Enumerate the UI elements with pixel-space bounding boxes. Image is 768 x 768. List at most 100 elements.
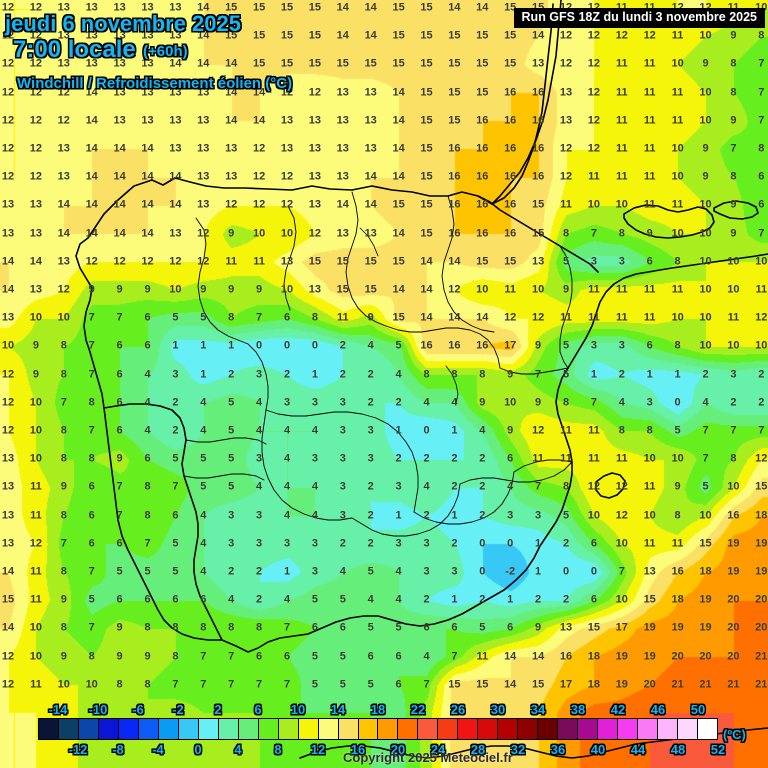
legend-swatch[interactable] [39, 719, 59, 739]
legend-swatch[interactable] [618, 719, 639, 739]
grid-value: 7 [256, 678, 263, 691]
legend-swatch[interactable] [578, 719, 599, 739]
grid-value: 16 [476, 339, 489, 352]
grid-value: 10 [1, 339, 15, 352]
legend-swatch[interactable] [318, 719, 339, 739]
color-scale-legend[interactable] [38, 718, 718, 740]
legend-swatch[interactable] [78, 719, 99, 739]
legend-swatch[interactable] [538, 719, 559, 739]
legend-swatch[interactable] [98, 719, 119, 739]
grid-value: 9 [674, 480, 681, 493]
grid-value: 12 [615, 29, 628, 42]
legend-swatch[interactable] [238, 719, 259, 739]
grid-value: 9 [60, 593, 67, 606]
grid-value: 3 [256, 537, 263, 550]
grid-value: 12 [225, 198, 238, 211]
grid-value: 9 [507, 368, 514, 381]
legend-swatch[interactable] [178, 719, 199, 739]
grid-value: 3 [228, 537, 235, 550]
legend-swatch[interactable] [398, 719, 419, 739]
grid-value: 13 [643, 565, 656, 578]
legend-swatch[interactable] [458, 719, 479, 739]
legend-swatch[interactable] [638, 719, 659, 739]
grid-value: 0 [479, 537, 486, 550]
grid-value: 13 [85, 1, 98, 14]
grid-value: 0 [479, 565, 486, 578]
legend-swatch[interactable] [498, 719, 519, 739]
grid-value: 2 [395, 396, 402, 409]
legend-swatch[interactable] [678, 719, 698, 739]
legend-swatch[interactable] [258, 719, 279, 739]
grid-value: 7 [758, 86, 765, 99]
legend-swatch[interactable] [658, 719, 678, 739]
grid-value: 12 [197, 255, 210, 268]
grid-value: 13 [1, 509, 15, 522]
grid-value: 15 [532, 2, 544, 14]
grid-value: 18 [699, 565, 712, 578]
grid-value: 15 [504, 255, 517, 268]
legend-swatch[interactable] [358, 719, 379, 739]
grid-value: 9 [535, 396, 542, 409]
legend-swatch[interactable] [278, 719, 299, 739]
grid-value: 14 [448, 255, 461, 268]
legend-swatch[interactable] [138, 719, 159, 739]
grid-value: 7 [758, 57, 765, 70]
legend-swatch[interactable] [298, 719, 319, 739]
grid-value: 5 [172, 311, 179, 324]
legend-swatch[interactable] [478, 719, 499, 739]
grid-value: 14 [169, 170, 182, 183]
legend-swatch[interactable] [378, 719, 399, 739]
grid-value: 15 [252, 57, 266, 70]
legend-swatch[interactable] [198, 719, 219, 739]
grid-value: 12 [252, 198, 266, 211]
legend-swatch[interactable] [118, 719, 139, 739]
legend-swatch[interactable] [518, 719, 539, 739]
grid-value: 14 [364, 29, 377, 42]
grid-value: 12 [448, 283, 461, 296]
grid-value: 21 [755, 650, 768, 663]
grid-value: 15 [531, 678, 545, 691]
grid-value: 7 [144, 537, 151, 550]
grid-value: 14 [169, 198, 182, 211]
grid-value: 10 [699, 198, 712, 211]
legend-tick-top: -10 [88, 702, 108, 717]
grid-value: 11 [643, 198, 656, 211]
legend-swatch[interactable] [58, 719, 79, 739]
grid-value: 4 [423, 480, 430, 493]
grid-value: 15 [252, 29, 266, 42]
grid-value: 15 [504, 29, 517, 42]
legend-swatch[interactable] [158, 719, 179, 739]
grid-value: 12 [252, 142, 266, 155]
grid-value: 15 [643, 593, 656, 606]
grid-value: 13 [308, 283, 322, 296]
grid-value: 9 [60, 480, 67, 493]
grid-value: 5 [562, 339, 570, 352]
grid-value: 2 [367, 396, 374, 409]
grid-value: 10 [504, 396, 517, 409]
legend-swatch[interactable] [338, 719, 359, 739]
legend-swatch[interactable] [697, 719, 717, 739]
grid-value: 11 [615, 114, 628, 127]
legend-swatch[interactable] [438, 719, 459, 739]
grid-value: 12 [559, 142, 573, 155]
legend-swatch[interactable] [558, 719, 579, 739]
grid-value: 11 [30, 480, 42, 493]
grid-value: 6 [144, 452, 151, 465]
grid-value: 5 [562, 255, 570, 268]
legend-swatch[interactable] [218, 719, 239, 739]
grid-value: 19 [727, 565, 740, 578]
grid-value: 13 [85, 57, 98, 70]
grid-value: 15 [336, 283, 349, 296]
grid-value: 7 [88, 424, 95, 437]
grid-value: 11 [588, 311, 600, 324]
grid-value: 7 [758, 424, 765, 437]
grid-value: 12 [29, 537, 43, 550]
legend-swatch[interactable] [598, 719, 619, 739]
grid-value: 12 [141, 255, 154, 268]
legend-swatch[interactable] [418, 719, 439, 739]
grid-value: 13 [57, 1, 70, 14]
legend-tick-bottom: 32 [510, 742, 526, 757]
grid-value: 13 [1, 480, 15, 493]
grid-value: 11 [30, 565, 42, 578]
